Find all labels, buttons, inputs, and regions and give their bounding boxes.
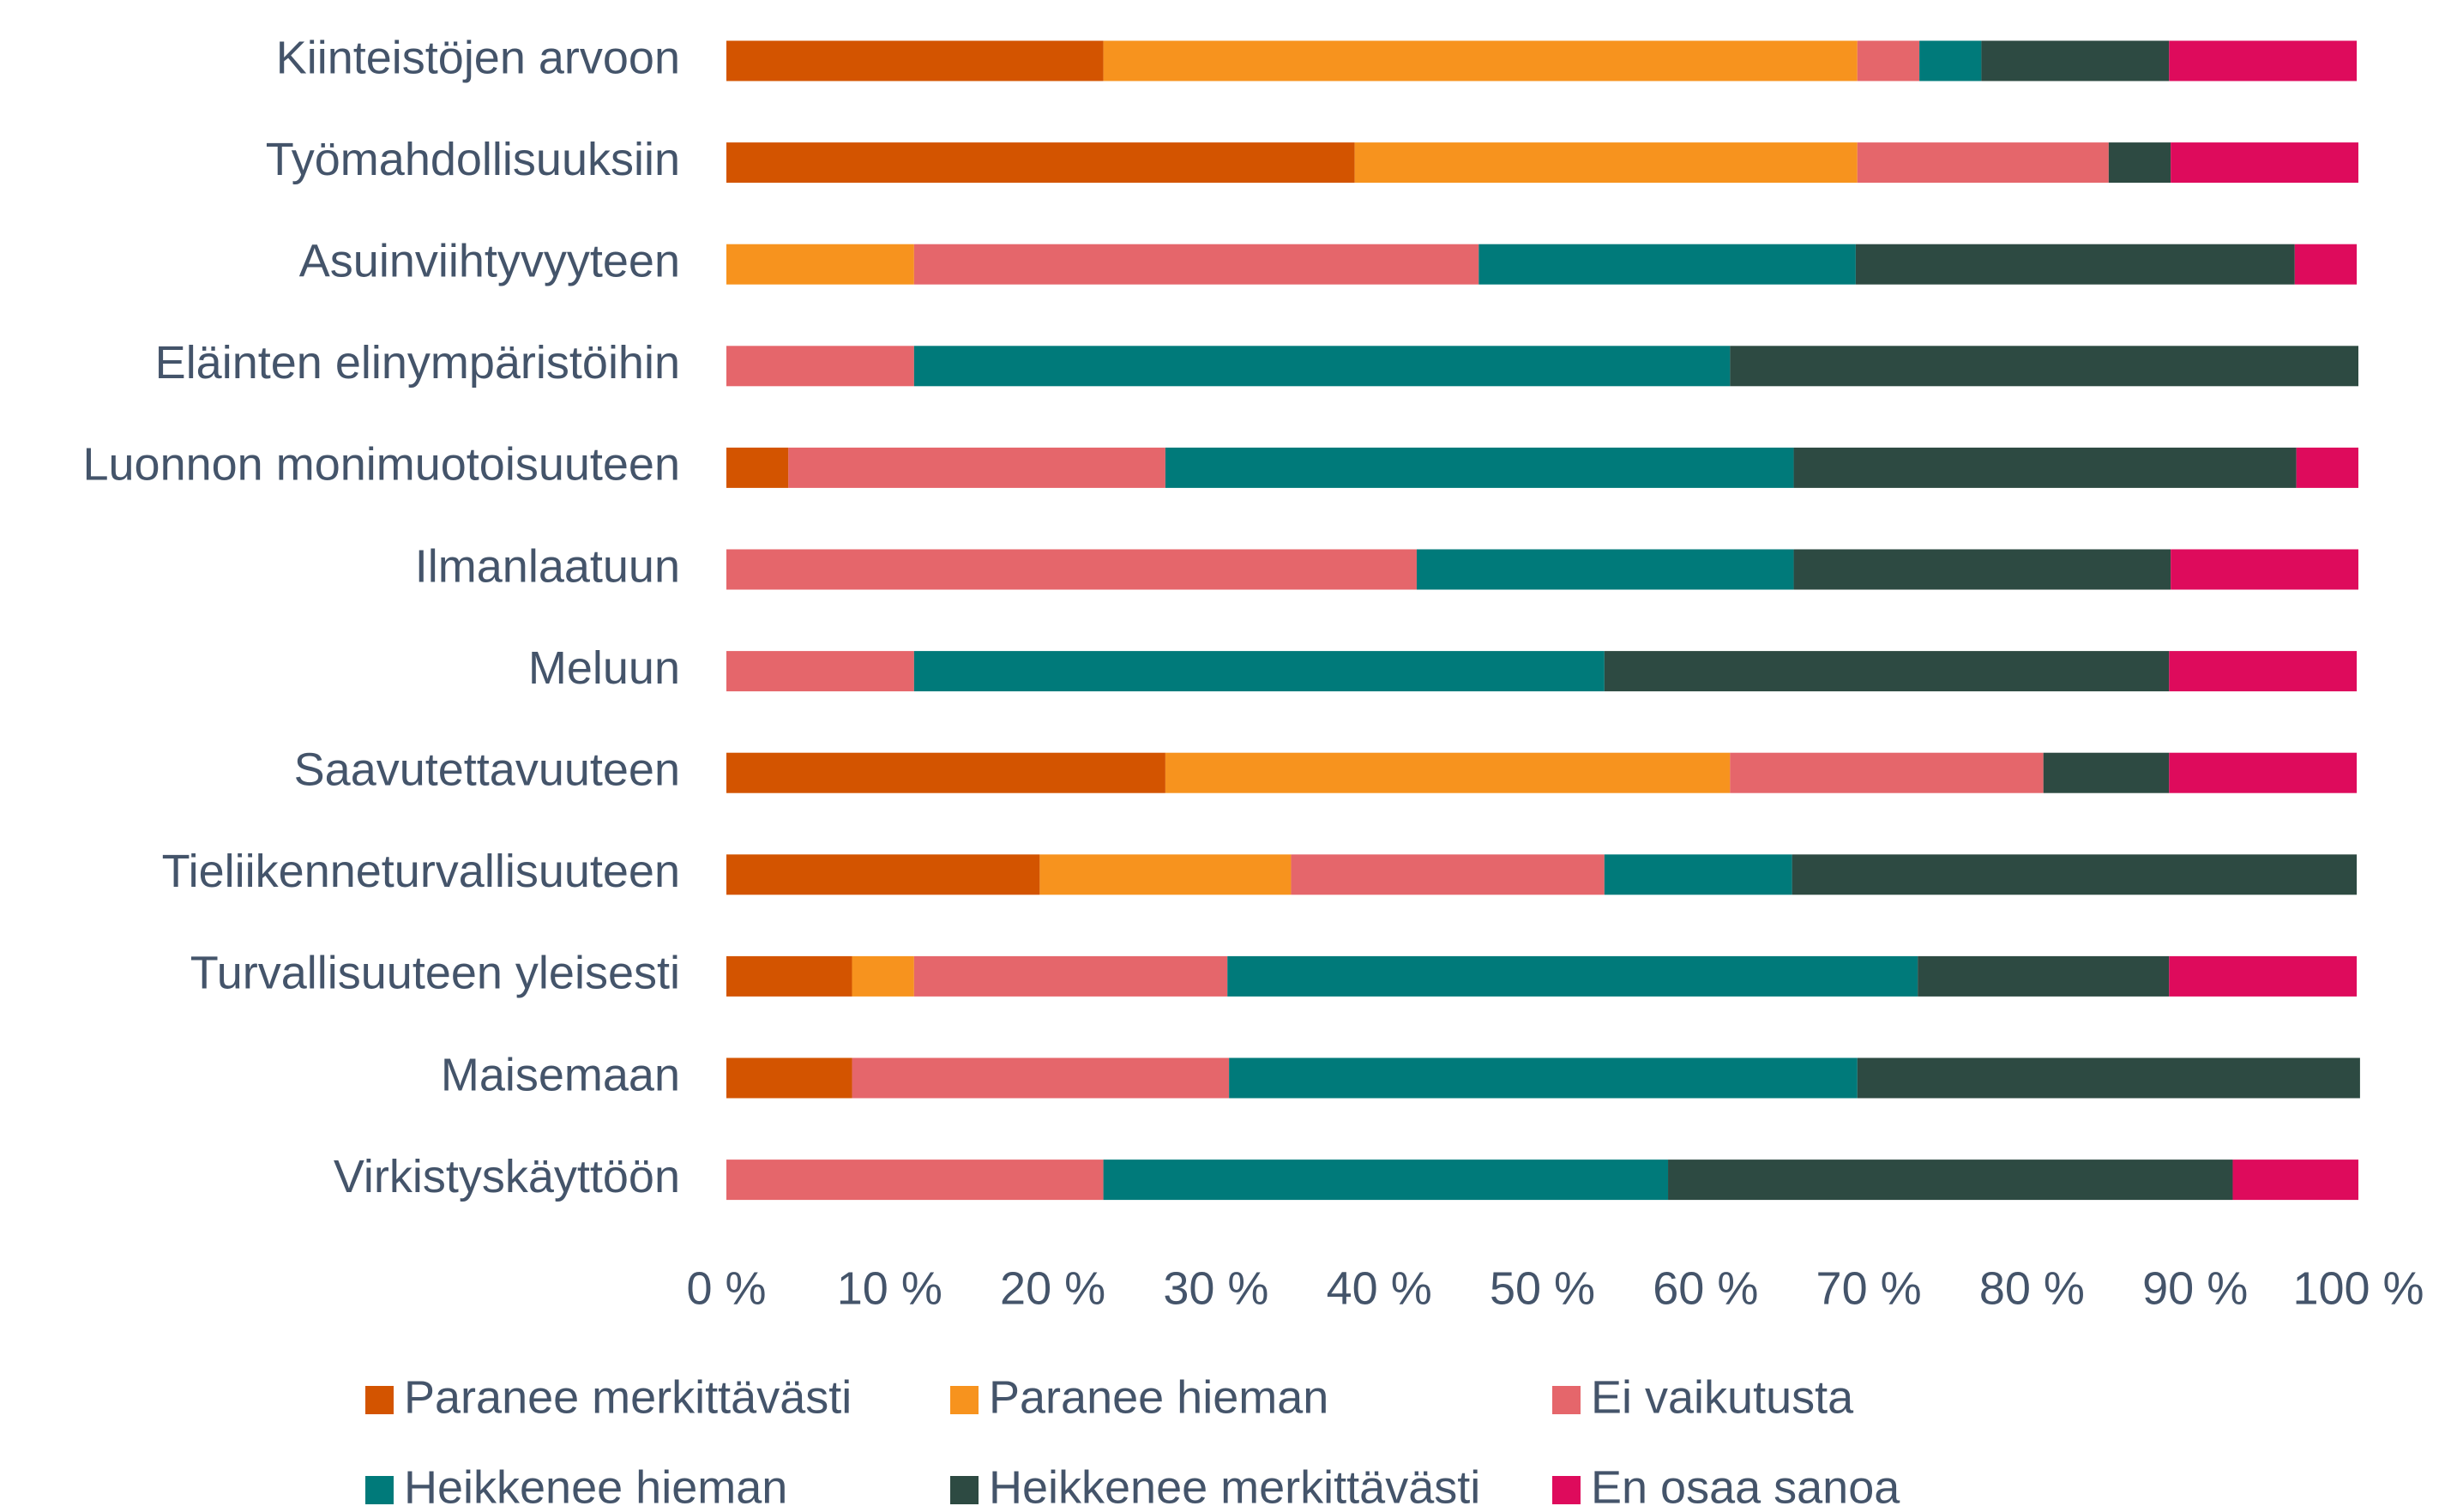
bar-segment: [2294, 244, 2358, 285]
bar-segment: [913, 651, 1605, 692]
bar-segment: [1165, 447, 1794, 488]
bar-segment: [726, 244, 914, 285]
bar-segment: [1227, 955, 1918, 997]
legend-label: Paranee merkittävästi: [404, 1371, 852, 1423]
bar-segment: [1103, 1160, 1669, 1201]
legend-swatch: [950, 1476, 979, 1504]
bar-segment: [2171, 142, 2358, 184]
bar-segment: [726, 40, 1104, 81]
bar-segment: [2169, 752, 2358, 793]
y-tick-label: Ilmanlaatuun: [415, 540, 680, 592]
y-tick-label: Turvallisuuteen yleisesti: [190, 948, 680, 999]
bar-segment: [726, 549, 1417, 590]
y-tick-label: Tieliikenneturvallisuuteen: [162, 846, 680, 897]
bar-segment: [726, 1160, 1104, 1201]
x-tick-label: 40 %: [1327, 1262, 1432, 1314]
bar-segment: [2169, 651, 2358, 692]
bar-segment: [1919, 40, 1982, 81]
bar-segment: [726, 651, 914, 692]
bar-segment: [726, 447, 789, 488]
legend-label: En osaa sanoa: [1591, 1461, 1900, 1512]
x-tick-label: 90 %: [2142, 1262, 2248, 1314]
y-tick-label: Asuinviihtyvyyteen: [299, 235, 680, 286]
bar-segment: [1668, 1160, 2233, 1201]
bar-segment: [1793, 447, 2297, 488]
bar-segment: [726, 955, 852, 997]
x-tick-label: 100 %: [2292, 1262, 2424, 1314]
bar-segment: [1039, 854, 1292, 895]
bar-segment: [1855, 244, 2295, 285]
bar-segment: [1857, 1057, 2360, 1099]
x-tick-label: 30 %: [1163, 1262, 1268, 1314]
legend-swatch: [365, 1386, 394, 1414]
bar-segment: [1165, 752, 1731, 793]
bar-segment: [852, 955, 914, 997]
legend-swatch: [1552, 1386, 1581, 1414]
y-tick-label: Työmahdollisuuksiin: [266, 134, 680, 185]
legend-swatch: [1552, 1476, 1581, 1504]
bar-segment: [1604, 651, 2170, 692]
bar-segment: [2232, 1160, 2358, 1201]
x-tick-label: 70 %: [1816, 1262, 1922, 1314]
x-tick-label: 80 %: [1979, 1262, 2085, 1314]
y-tick-label: Kiinteistöjen arvoon: [276, 32, 680, 83]
y-tick-label: Eläinten elinympäristöihin: [155, 337, 680, 389]
bar-segment: [726, 752, 1165, 793]
legend-label: Heikkenee hieman: [404, 1461, 787, 1512]
bar-segment: [726, 142, 1355, 184]
bar-segment: [2169, 955, 2358, 997]
bar-segment: [1857, 142, 2109, 184]
x-tick-label: 50 %: [1490, 1262, 1595, 1314]
x-tick-label: 0 %: [686, 1262, 766, 1314]
legend-label: Paranee hieman: [989, 1371, 1328, 1423]
bar-segment: [1918, 955, 2170, 997]
x-tick-label: 10 %: [837, 1262, 942, 1314]
y-tick-label: Saavutettavuuteen: [294, 744, 680, 795]
y-tick-label: Maisemaan: [441, 1049, 680, 1100]
legend-label: Ei vaikutusta: [1591, 1371, 1854, 1423]
bar-segment: [1478, 244, 1856, 285]
legend-swatch: [950, 1386, 979, 1414]
x-tick-label: 60 %: [1653, 1262, 1758, 1314]
bar-segment: [2043, 752, 2170, 793]
bar-segment: [726, 346, 914, 387]
bar-segment: [2171, 549, 2358, 590]
bar-segment: [1792, 854, 2358, 895]
bar-segment: [1103, 40, 1858, 81]
x-tick-label: 20 %: [1000, 1262, 1105, 1314]
legend-label: Heikkenee merkittävästi: [989, 1461, 1480, 1512]
bar-segment: [1354, 142, 1858, 184]
bar-segment: [913, 955, 1228, 997]
y-tick-label: Luonnon monimuotoisuuteen: [82, 439, 680, 491]
bar-segment: [1604, 854, 1792, 895]
bar-segment: [2169, 40, 2358, 81]
bar-segment: [913, 244, 1479, 285]
bar-segment: [1730, 346, 2358, 387]
bar-segment: [2296, 447, 2358, 488]
bar-segment: [852, 1057, 1230, 1099]
bar-segment: [1416, 549, 1794, 590]
bar-segment: [1981, 40, 2170, 81]
bar-segment: [726, 1057, 852, 1099]
bar-segment: [913, 346, 1731, 387]
bar-segment: [1857, 40, 1920, 81]
bar-segment: [788, 447, 1165, 488]
bar-segment: [2108, 142, 2171, 184]
bar-segment: [1291, 854, 1605, 895]
y-tick-label: Meluun: [528, 642, 680, 694]
bar-segment: [726, 854, 1040, 895]
bar-segment: [1730, 752, 2044, 793]
bar-segment: [1229, 1057, 1858, 1099]
bar-segment: [1793, 549, 2171, 590]
legend-swatch: [365, 1476, 394, 1504]
y-tick-label: Virkistyskäyttöön: [334, 1151, 680, 1202]
